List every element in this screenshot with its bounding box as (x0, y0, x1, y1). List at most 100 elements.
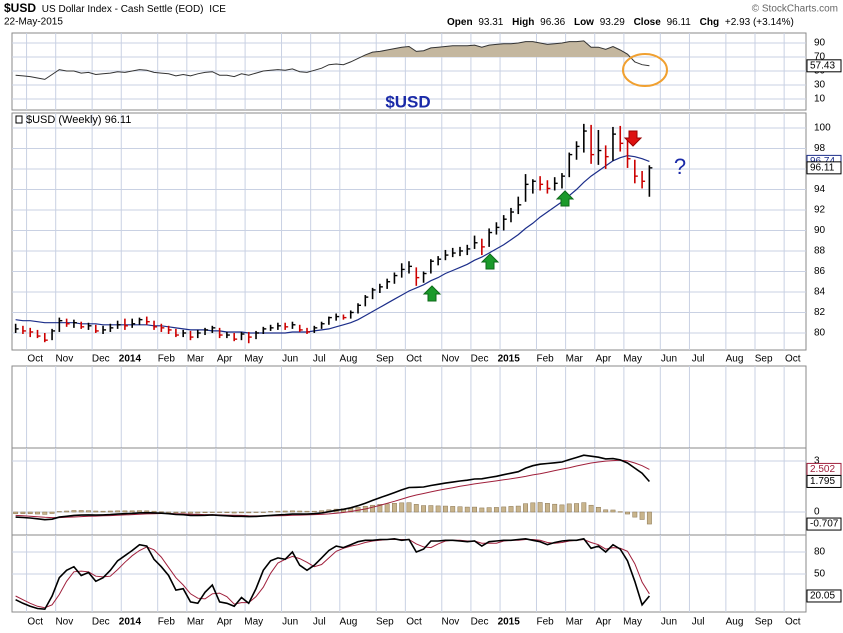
x-tick-label: Mar (566, 354, 584, 365)
brand: © StockCharts.com (752, 4, 838, 15)
x-tick-label: 2015 (498, 617, 521, 628)
x-tick-label: Jun (282, 617, 298, 628)
histogram-bar (319, 510, 325, 513)
x-tick-label: Mar (187, 354, 205, 365)
histogram-bar (268, 511, 274, 513)
x-tick-label: Feb (158, 617, 176, 628)
buy-arrow (480, 253, 500, 270)
histogram-bar (35, 511, 40, 515)
header-title: $USD US Dollar Index - Cash Settle (EOD)… (4, 1, 226, 15)
y-tick-label: 98 (814, 143, 826, 154)
x-tick-label: Nov (55, 617, 73, 628)
histogram-bar (231, 511, 237, 514)
value-box-label: 20.05 (810, 591, 835, 602)
y-tick-label: 84 (814, 287, 826, 298)
y-tick-label: 50 (814, 569, 826, 580)
histogram-bar (559, 504, 565, 513)
histogram-bar (180, 511, 186, 514)
y-tick-label: 88 (814, 246, 826, 257)
x-tick-label: Oct (406, 354, 422, 365)
buy-arrow (422, 285, 442, 302)
x-tick-label: Nov (55, 354, 73, 365)
x-tick-label: Aug (340, 617, 358, 628)
x-tick-label: Nov (442, 354, 460, 365)
histogram-bar (399, 502, 405, 513)
histogram-bar (86, 510, 91, 513)
y-tick-label: 0 (814, 507, 820, 518)
y-tick-label: 30 (814, 80, 826, 91)
symbol: $USD (4, 1, 36, 15)
x-tick-label: Mar (187, 617, 205, 628)
legend-swatch (15, 115, 23, 124)
histogram-bar (625, 511, 630, 515)
x-tick-label: Jul (313, 617, 326, 628)
x-tick-label: Feb (158, 354, 176, 365)
quote-label: Open (447, 17, 473, 28)
x-tick-label: Jul (692, 354, 705, 365)
histogram-bar (457, 506, 463, 513)
histogram-bar (290, 510, 295, 513)
histogram-bar (523, 503, 528, 513)
x-tick-label: Dec (471, 617, 489, 628)
signal-line (15, 459, 650, 519)
y-tick-label: 90 (814, 38, 826, 49)
histogram-bar (56, 511, 62, 513)
histogram-bar (217, 511, 223, 513)
buy-arrow (555, 190, 575, 207)
instrument-name: US Dollar Index - Cash Settle (EOD) (42, 4, 204, 15)
histogram-bar (435, 505, 441, 513)
annotations (422, 53, 668, 302)
histogram-bar (253, 511, 259, 513)
x-tick-label: Jun (661, 617, 677, 628)
histogram-bar (595, 506, 601, 513)
x-tick-label: Aug (340, 354, 358, 365)
x-tick-label: May (623, 354, 642, 365)
histogram-bar (297, 510, 303, 513)
x-tick-label: Oct (406, 617, 422, 628)
x-tick-label: 2015 (498, 354, 521, 365)
stoch-k-line (15, 537, 651, 611)
histogram-bar (239, 511, 244, 514)
x-tick-label: May (623, 617, 642, 628)
y-tick-label: 90 (814, 225, 826, 236)
histogram-bar (544, 503, 550, 513)
x-tick-label: Oct (785, 617, 801, 628)
x-tick-label: Oct (785, 354, 801, 365)
histogram-bar (450, 506, 456, 513)
panel-frame (11, 534, 807, 613)
histogram-bar (421, 505, 427, 513)
histogram-bar (64, 510, 70, 513)
panel-frame (11, 112, 807, 351)
value-box (806, 589, 842, 603)
histogram-bar (311, 510, 317, 513)
header-date: 22-May-2015 (4, 17, 63, 28)
panel-frame (11, 447, 807, 536)
histogram-bar (413, 504, 419, 513)
quote-value: 96.11 (667, 17, 692, 28)
histogram-bar (13, 511, 19, 514)
panel-frame (11, 365, 807, 449)
histogram-bar (188, 511, 193, 514)
histogram-bar (100, 510, 106, 513)
value-box-label: 57.43 (810, 60, 835, 71)
y-tick-label: 3 (814, 456, 820, 467)
histogram-bar (486, 507, 492, 513)
histogram-bar (610, 509, 616, 513)
rsi-line (15, 40, 650, 80)
x-tick-label: Apr (217, 354, 233, 365)
y-tick-label: 10 (814, 94, 826, 105)
histogram-bar (472, 506, 477, 513)
histogram-bar (115, 510, 121, 513)
histogram-bar (537, 502, 543, 513)
histogram-bar (588, 504, 594, 513)
exchange: ICE (209, 4, 226, 15)
x-tick-label: Jun (282, 354, 298, 365)
histogram-bar (42, 511, 48, 515)
histogram-bar (202, 511, 208, 513)
x-tick-label: Sep (376, 354, 394, 365)
histogram-bar (129, 510, 135, 513)
x-tick-label: Mar (566, 617, 584, 628)
x-tick-label: Aug (726, 354, 744, 365)
x-tick-label: Dec (471, 354, 489, 365)
